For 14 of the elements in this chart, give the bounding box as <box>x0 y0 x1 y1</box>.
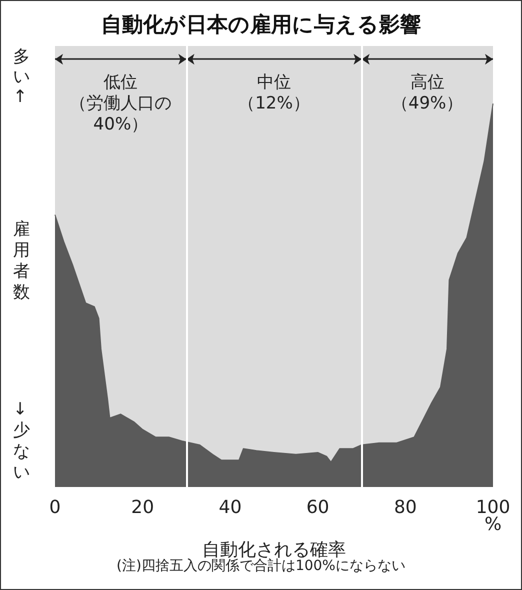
x-tick-label: 40 <box>218 497 242 518</box>
text: ↓少ない <box>13 400 30 482</box>
text: (注)四捨五入の関係で合計は100%にならない <box>116 558 406 574</box>
x-tick-label: 0 <box>49 497 61 518</box>
x-tick-label: 100 % <box>476 497 510 535</box>
text: 多い↑ <box>13 47 30 107</box>
x-tick-label: 80 <box>394 497 417 518</box>
y-axis-title: 雇用者数 <box>13 220 30 302</box>
x-tick-label: 60 <box>306 497 330 518</box>
band-label: 中位（12%） <box>238 72 310 114</box>
band-label: 低位（労働人口の40%） <box>70 72 172 134</box>
band-label: 高位（49%） <box>391 72 464 114</box>
chart-title: 自動化が日本の雇用に与える影響 <box>101 12 421 36</box>
x-tick-label: 20 <box>131 497 154 518</box>
